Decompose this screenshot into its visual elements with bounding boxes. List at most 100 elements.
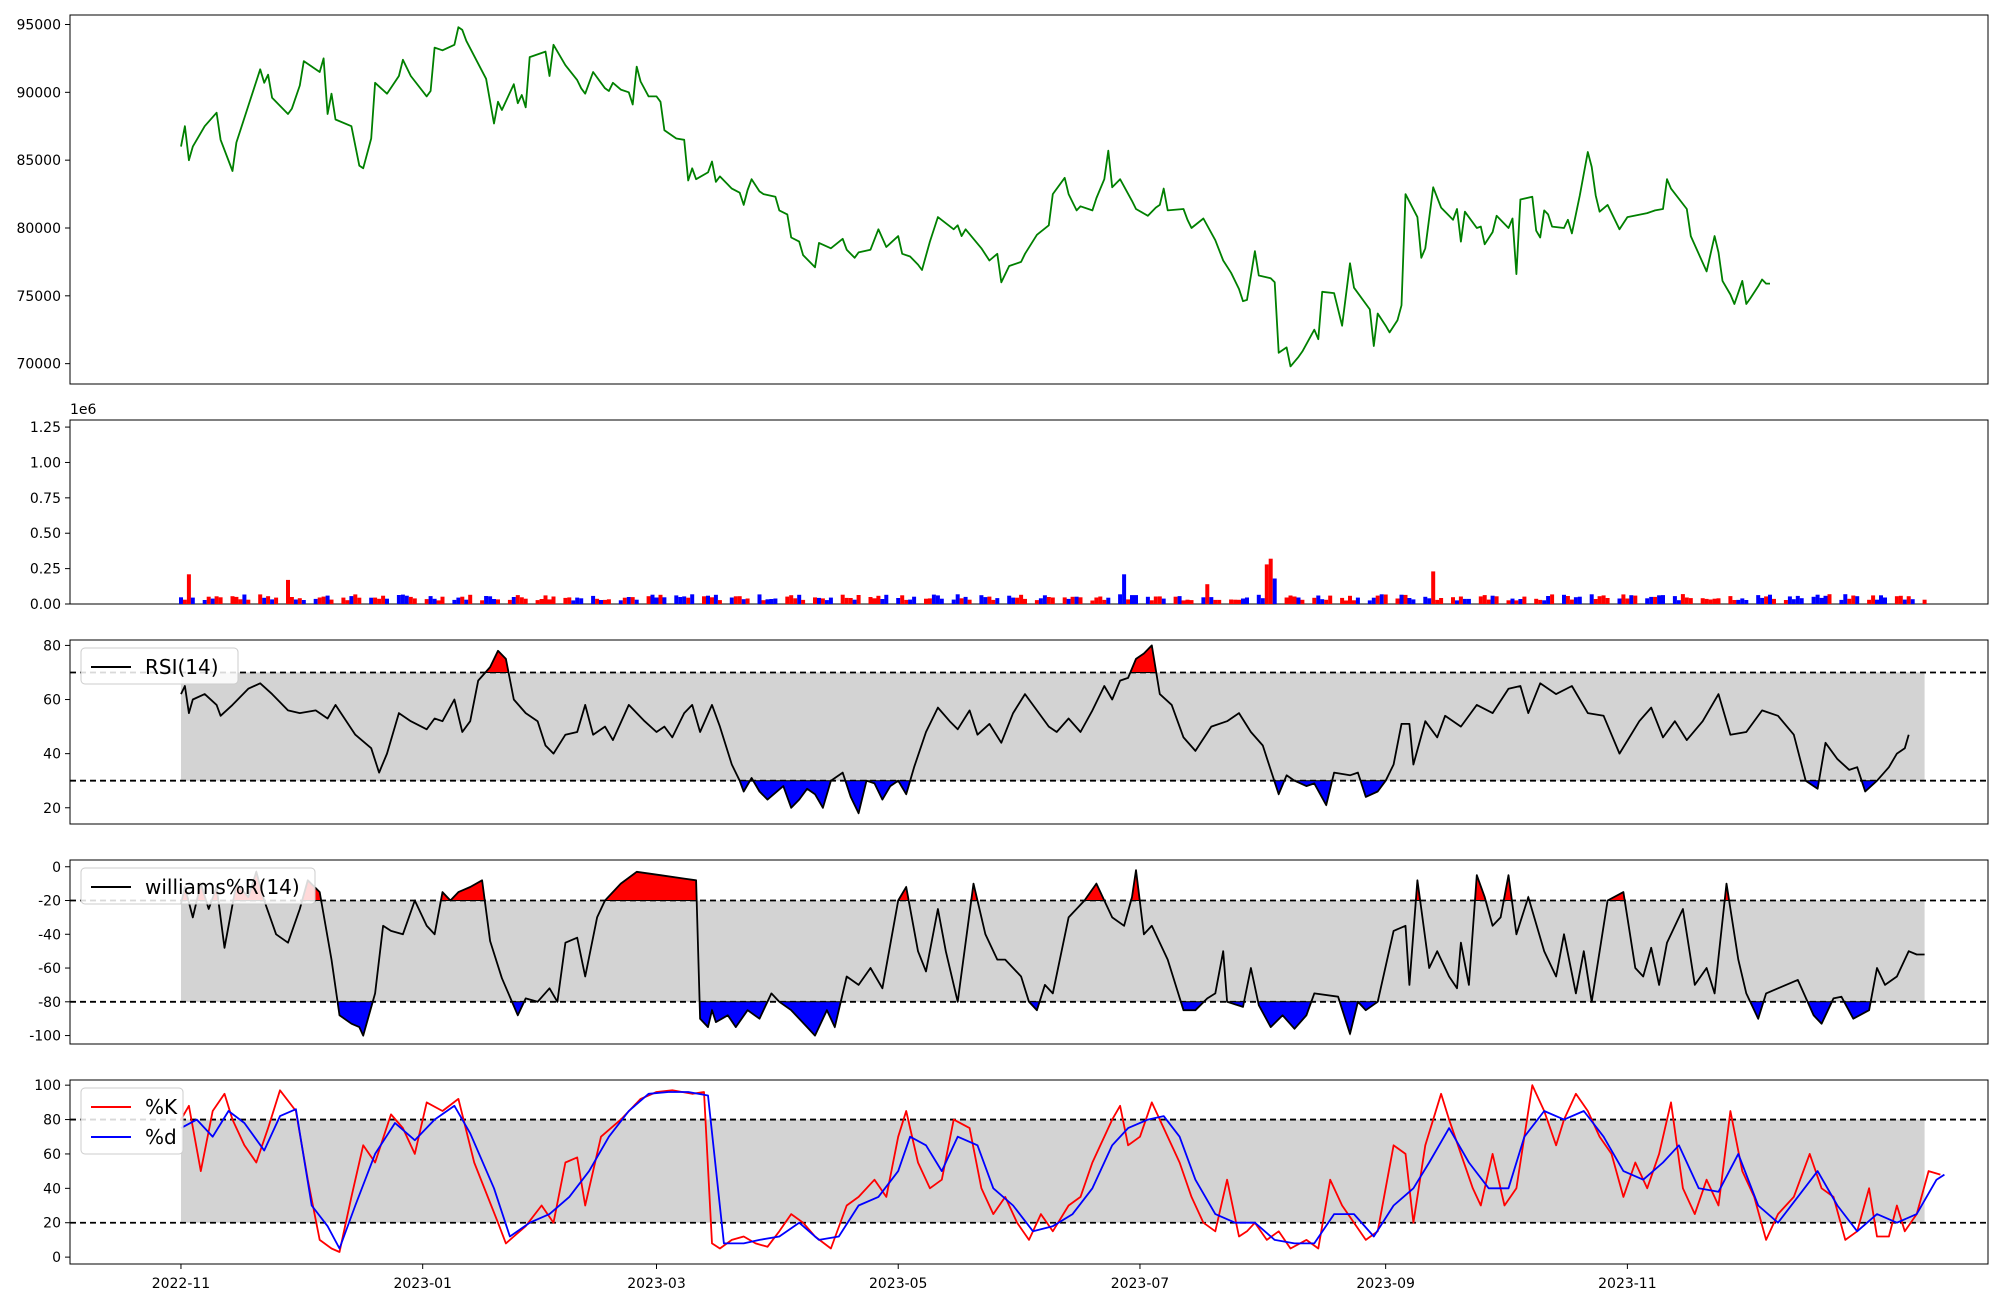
volume-bar <box>654 597 659 604</box>
y-tick-label: 85000 <box>16 153 61 169</box>
volume-bar <box>1744 600 1749 604</box>
x-tick-label: 2023-09 <box>1356 1276 1415 1292</box>
volume-bar <box>1435 599 1440 604</box>
legend-box <box>80 647 239 685</box>
volume-bar <box>452 599 457 604</box>
volume-bar <box>1153 596 1158 604</box>
y-tick-label: 0.25 <box>30 562 61 578</box>
volume-bar <box>618 600 623 604</box>
volume-bar <box>1819 597 1824 604</box>
volume-bar <box>1577 596 1582 604</box>
x-tick-label: 2023-07 <box>1111 1276 1170 1292</box>
volume-bar <box>1371 597 1376 604</box>
volume-bar <box>904 599 909 604</box>
volume-bar <box>1007 595 1012 604</box>
volume-bar <box>1736 599 1741 604</box>
volume-bar <box>991 599 996 604</box>
volume-bar <box>1550 594 1555 604</box>
volume-bar <box>1708 599 1713 604</box>
volume-bar <box>935 595 940 604</box>
volume-bar <box>1320 599 1325 604</box>
volume-bar <box>539 599 544 604</box>
volume-bar <box>1344 600 1348 604</box>
neutral-band <box>180 900 1925 1002</box>
volume-bar <box>1562 594 1566 604</box>
volume-bar <box>1260 598 1265 604</box>
volume-bar <box>1518 599 1523 604</box>
volume-bar <box>1811 596 1816 604</box>
volume-bar <box>1839 599 1844 604</box>
volume-bar <box>1272 578 1277 604</box>
volume-bar <box>844 597 849 604</box>
volume-bar <box>591 595 596 604</box>
volume-bar <box>967 599 972 604</box>
volume-bar <box>828 597 833 604</box>
volume-bar <box>1510 598 1515 604</box>
volume-bar <box>1431 571 1436 604</box>
williams-r-panel: 0 -20 -40 -60 -80 -100 williams%R(14) <box>29 859 1989 1045</box>
x-tick-label: 2022-11 <box>152 1276 211 1292</box>
y-tick-label: 0.00 <box>30 597 61 613</box>
volume-bar <box>1324 599 1329 604</box>
volume-bar <box>686 597 691 604</box>
y-tick-label: 95000 <box>16 17 61 33</box>
volume-bar <box>488 596 493 604</box>
y-tick-label: 20 <box>43 801 61 817</box>
volume-bar <box>1256 594 1261 604</box>
volume-bar <box>408 596 413 604</box>
volume-bar <box>595 598 600 604</box>
volume-bar <box>579 598 584 604</box>
volume-bar <box>341 597 346 604</box>
volume-bar <box>773 598 778 604</box>
volume-bar <box>274 597 279 604</box>
volume-bar <box>729 597 734 604</box>
volume-bar <box>1732 600 1737 604</box>
volume-bar <box>1827 594 1832 604</box>
volume-bar <box>1379 594 1384 604</box>
volume-bar <box>1823 595 1828 604</box>
price-panel: 70000 75000 80000 85000 90000 95000 <box>16 14 1989 385</box>
volume-bar <box>400 594 405 604</box>
volume-bar <box>432 598 437 604</box>
stochastic-panel: 0 20 40 60 80 100 %K %d <box>34 1078 1989 1266</box>
y-tick-label: 0 <box>52 860 61 876</box>
volume-bar <box>737 596 742 604</box>
volume-bar <box>662 597 667 604</box>
volume-bar <box>1355 597 1360 604</box>
volume-bar <box>1684 597 1689 604</box>
volume-bar <box>1011 597 1016 604</box>
volume-bar <box>1712 598 1717 604</box>
volume-bar <box>381 595 386 604</box>
legend-label: %K <box>145 1095 178 1119</box>
volume-bar <box>179 597 183 604</box>
volume-bar <box>951 599 956 604</box>
volume-bar <box>1783 600 1788 604</box>
volume-bar <box>1855 596 1860 604</box>
volume-bar <box>1213 599 1218 604</box>
volume-bar <box>1157 596 1162 604</box>
y-tick-label: 80 <box>43 1113 61 1129</box>
volume-bar <box>1546 596 1551 604</box>
y-tick-label: 1.25 <box>30 420 61 436</box>
volume-bar <box>484 596 489 604</box>
volume-bar <box>1098 596 1103 604</box>
volume-bar <box>1700 598 1705 604</box>
volume-bar <box>1316 595 1321 604</box>
volume-bar <box>793 598 798 604</box>
volume-bar <box>571 600 576 604</box>
volume-bar <box>840 594 845 604</box>
volume-bar <box>1352 600 1356 604</box>
volume-bar <box>1522 596 1527 604</box>
volume-bar <box>785 596 790 604</box>
volume-bar <box>1439 598 1444 604</box>
volume-bar <box>797 594 802 604</box>
volume-bar <box>1569 599 1574 604</box>
volume-bar <box>848 598 853 604</box>
volume-bar <box>246 599 251 604</box>
x-tick-label: 2023-11 <box>1598 1276 1657 1292</box>
volume-bar <box>230 596 235 604</box>
y-tick-label: 20 <box>43 1216 61 1232</box>
volume-bar <box>1375 595 1380 604</box>
volume-bar <box>492 599 496 604</box>
y-tick-label: -20 <box>38 894 61 910</box>
